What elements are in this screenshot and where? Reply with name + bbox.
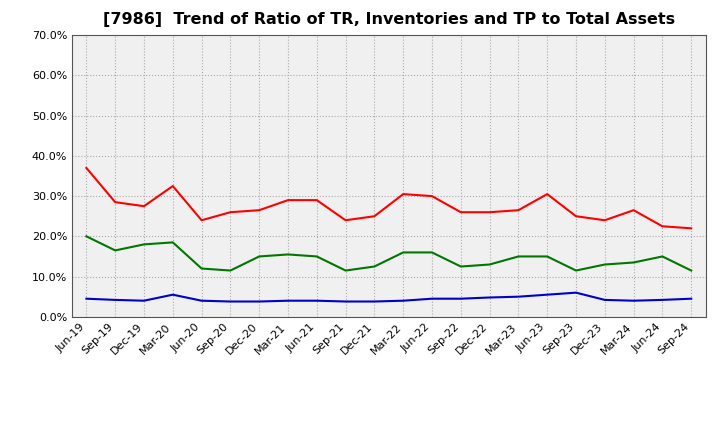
Trade Receivables bbox=[111, 199, 120, 205]
Trade Receivables bbox=[687, 226, 696, 231]
Trade Payables bbox=[572, 268, 580, 273]
Trade Receivables bbox=[399, 191, 408, 197]
Inventories bbox=[255, 299, 264, 304]
Inventories bbox=[543, 292, 552, 297]
Trade Payables bbox=[629, 260, 638, 265]
Trade Payables bbox=[543, 254, 552, 259]
Trade Payables bbox=[197, 266, 206, 271]
Line: Trade Payables: Trade Payables bbox=[86, 236, 691, 271]
Trade Payables bbox=[687, 268, 696, 273]
Trade Payables bbox=[284, 252, 292, 257]
Inventories bbox=[629, 298, 638, 303]
Trade Payables bbox=[111, 248, 120, 253]
Trade Receivables bbox=[572, 213, 580, 219]
Title: [7986]  Trend of Ratio of TR, Inventories and TP to Total Assets: [7986] Trend of Ratio of TR, Inventories… bbox=[103, 12, 675, 27]
Trade Receivables bbox=[255, 208, 264, 213]
Inventories bbox=[485, 295, 494, 300]
Trade Payables bbox=[399, 250, 408, 255]
Trade Receivables bbox=[629, 208, 638, 213]
Inventories bbox=[284, 298, 292, 303]
Trade Receivables bbox=[514, 208, 523, 213]
Inventories bbox=[312, 298, 321, 303]
Inventories bbox=[140, 298, 148, 303]
Trade Receivables bbox=[543, 191, 552, 197]
Inventories bbox=[168, 292, 177, 297]
Line: Inventories: Inventories bbox=[86, 293, 691, 301]
Inventories bbox=[428, 296, 436, 301]
Trade Payables bbox=[255, 254, 264, 259]
Trade Receivables bbox=[82, 165, 91, 171]
Inventories bbox=[82, 296, 91, 301]
Trade Payables bbox=[514, 254, 523, 259]
Trade Receivables bbox=[600, 218, 609, 223]
Trade Receivables bbox=[485, 209, 494, 215]
Trade Receivables bbox=[341, 218, 350, 223]
Inventories bbox=[658, 297, 667, 303]
Inventories bbox=[226, 299, 235, 304]
Trade Receivables bbox=[658, 224, 667, 229]
Trade Payables bbox=[370, 264, 379, 269]
Inventories bbox=[572, 290, 580, 295]
Trade Payables bbox=[456, 264, 465, 269]
Trade Receivables bbox=[428, 194, 436, 199]
Inventories bbox=[600, 297, 609, 303]
Trade Receivables bbox=[370, 213, 379, 219]
Trade Receivables bbox=[140, 204, 148, 209]
Trade Receivables bbox=[312, 198, 321, 203]
Trade Receivables bbox=[284, 198, 292, 203]
Trade Payables bbox=[600, 262, 609, 267]
Inventories bbox=[514, 294, 523, 299]
Inventories bbox=[370, 299, 379, 304]
Trade Receivables bbox=[456, 209, 465, 215]
Inventories bbox=[687, 296, 696, 301]
Trade Payables bbox=[312, 254, 321, 259]
Inventories bbox=[197, 298, 206, 303]
Inventories bbox=[111, 297, 120, 303]
Trade Payables bbox=[658, 254, 667, 259]
Trade Payables bbox=[226, 268, 235, 273]
Line: Trade Receivables: Trade Receivables bbox=[86, 168, 691, 228]
Inventories bbox=[341, 299, 350, 304]
Trade Receivables bbox=[168, 183, 177, 189]
Trade Receivables bbox=[226, 209, 235, 215]
Trade Payables bbox=[82, 234, 91, 239]
Trade Payables bbox=[485, 262, 494, 267]
Inventories bbox=[399, 298, 408, 303]
Inventories bbox=[456, 296, 465, 301]
Trade Payables bbox=[140, 242, 148, 247]
Trade Payables bbox=[428, 250, 436, 255]
Trade Receivables bbox=[197, 218, 206, 223]
Trade Payables bbox=[168, 240, 177, 245]
Trade Payables bbox=[341, 268, 350, 273]
